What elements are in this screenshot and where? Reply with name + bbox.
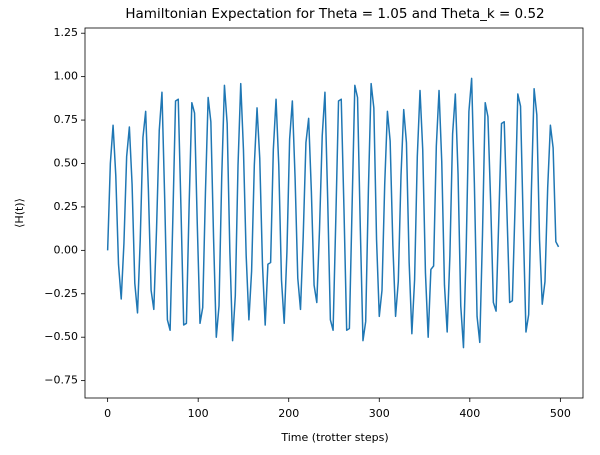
x-axis-label: Time (trotter steps) bbox=[280, 431, 388, 444]
y-tick-label: 0.25 bbox=[54, 200, 79, 213]
plot-frame bbox=[84, 27, 584, 399]
y-tick-label: −0.25 bbox=[44, 287, 78, 300]
x-tick-label: 400 bbox=[459, 407, 480, 420]
y-axis-label: ⟨H(t)⟩ bbox=[13, 198, 26, 228]
x-tick-label: 200 bbox=[278, 407, 299, 420]
x-tick-label: 300 bbox=[369, 407, 390, 420]
y-tick-label: 0.00 bbox=[54, 243, 79, 256]
y-tick-label: −0.75 bbox=[44, 374, 78, 387]
chart-title: Hamiltonian Expectation for Theta = 1.05… bbox=[125, 6, 544, 22]
x-tick-label: 100 bbox=[188, 407, 209, 420]
y-tick-label: 1.00 bbox=[54, 70, 79, 83]
data-line bbox=[106, 77, 560, 349]
x-tick-label: 500 bbox=[550, 407, 571, 420]
y-tick-label: 1.25 bbox=[54, 26, 79, 39]
x-tick-label: 0 bbox=[104, 407, 111, 420]
y-tick-label: 0.75 bbox=[54, 113, 79, 126]
y-tick-label: −0.50 bbox=[44, 330, 78, 343]
y-tick-label: 0.50 bbox=[54, 156, 79, 169]
